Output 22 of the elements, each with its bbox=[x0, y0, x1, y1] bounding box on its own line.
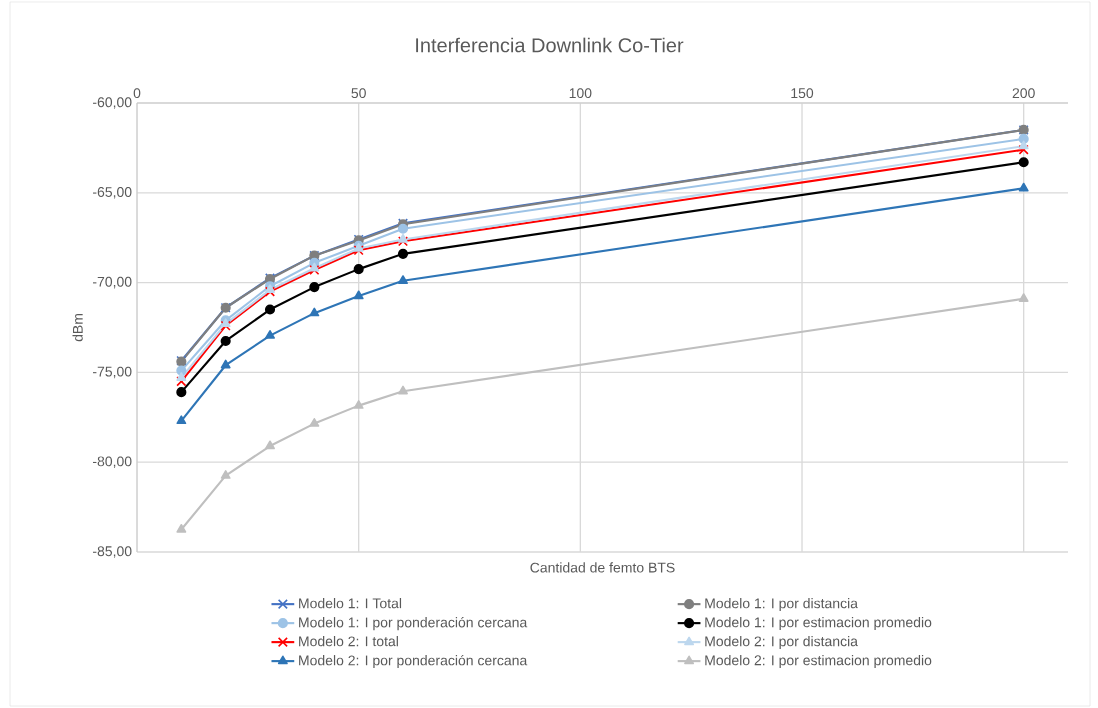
legend-label: Modelo 1: I Total bbox=[299, 598, 402, 609]
legend-label: Modelo 2: I por distancia bbox=[705, 636, 858, 650]
y-tick-label: -65,00 bbox=[93, 187, 132, 199]
chart-title: Interferencia Downlink Co-Tier bbox=[416, 37, 684, 53]
legend-label: Modelo 1: I por estimacion promedio bbox=[705, 617, 932, 631]
legend-label: Modelo 1: I por distancia bbox=[705, 598, 858, 612]
y-tick-label: -85,00 bbox=[93, 546, 132, 558]
legend-label: Modelo 1: I por ponderación cercana bbox=[299, 616, 528, 631]
legend-label: Modelo 2: I por ponderación cercana bbox=[299, 654, 528, 669]
legend-label: Modelo 2: I por estimacion promedio bbox=[705, 654, 932, 669]
y-tick-label: -60,00 bbox=[93, 97, 132, 109]
x-tick-label: 50 bbox=[351, 88, 366, 99]
y-tick-label: -75,00 bbox=[93, 366, 132, 379]
x-tick-label: 0 bbox=[133, 88, 141, 99]
y-tick-label: -80,00 bbox=[93, 456, 132, 468]
x-tick-label: 100 bbox=[569, 88, 592, 99]
x-axis-title: Cantidad de femto BTS bbox=[530, 562, 675, 573]
legend-label: Modelo 2: I total bbox=[299, 636, 398, 647]
y-axis-title: dBm bbox=[72, 314, 83, 342]
y-tick-label: -70,00 bbox=[93, 276, 132, 289]
x-tick-label: 150 bbox=[791, 88, 814, 99]
x-tick-label: 200 bbox=[1012, 88, 1035, 99]
